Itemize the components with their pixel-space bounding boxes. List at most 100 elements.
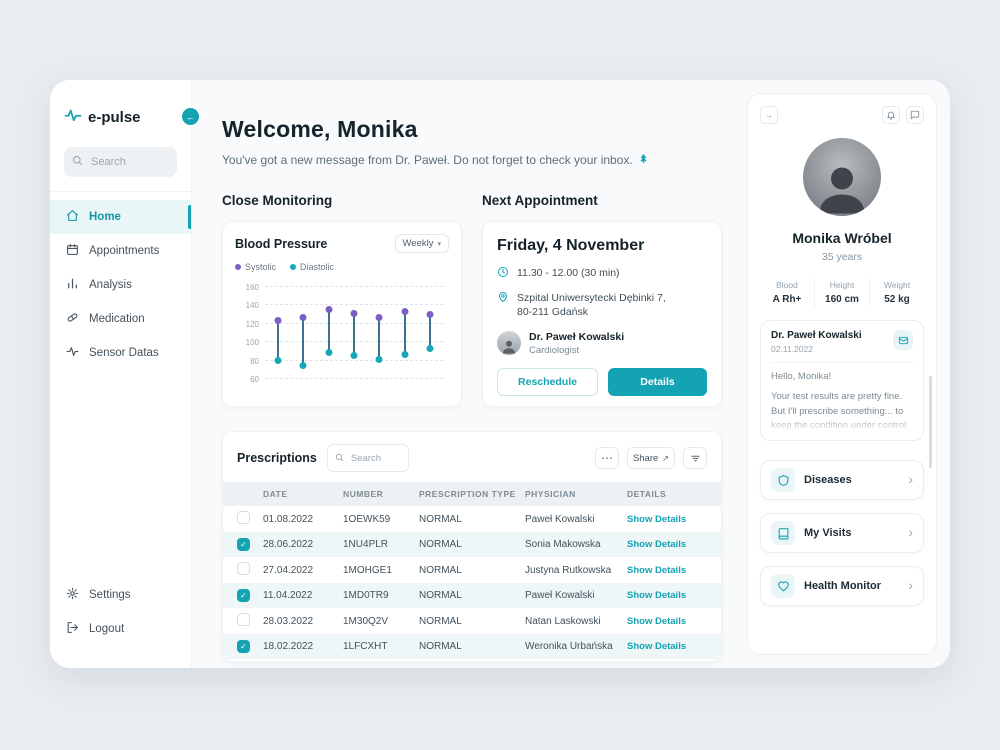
details-button[interactable]: Details <box>608 367 707 396</box>
search-icon <box>72 153 83 171</box>
prescriptions-search-input[interactable] <box>348 451 401 465</box>
cell-date: 01.08.2022 <box>263 513 314 525</box>
profile-avatar <box>803 138 881 216</box>
legend-systolic-label: Systolic <box>245 262 277 272</box>
sidebar-search-box <box>64 147 177 177</box>
table-row[interactable]: 11.04.2022 1MD0TR9 NORMAL Paweł Kowalski… <box>223 584 721 608</box>
cell-date: 18.02.2022 <box>263 641 314 652</box>
row-checkbox[interactable] <box>237 640 250 653</box>
table-row[interactable]: 28.03.2022 1M30Q2V NORMAL Natan Laskowsk… <box>223 608 721 635</box>
blood-pressure-chart: 160 140 120 100 80 60 <box>235 278 449 390</box>
show-details-link[interactable]: Show Details <box>627 513 687 525</box>
cell-physician: Sonia Makowska <box>525 539 601 550</box>
doctor-message-card[interactable]: Dr. Paweł Kowalski 02.11.2022 Hello, Mon… <box>760 320 924 441</box>
notification-button[interactable] <box>882 106 900 124</box>
row-checkbox[interactable] <box>237 562 250 575</box>
reschedule-button[interactable]: Reschedule <box>497 367 598 396</box>
message-doctor-name: Dr. Paweł Kowalski <box>771 330 862 341</box>
table-row[interactable]: 27.04.2022 1MOHGE1 NORMAL Justyna Rutkow… <box>223 557 721 584</box>
legend-systolic: Systolic <box>235 262 276 272</box>
col-physician: PHYSICIAN <box>525 489 576 499</box>
diseases-card[interactable]: Diseases <box>760 460 924 500</box>
show-details-link[interactable]: Show Details <box>627 564 687 576</box>
profile-links: Diseases My Visits Health Monitor <box>760 447 924 606</box>
systolic-dot <box>235 264 241 270</box>
search-input[interactable] <box>89 155 167 169</box>
message-line2: Your test results are pretty fine. But I… <box>771 391 909 431</box>
sidebar: e-pulse Home Appointments Analysis <box>50 80 201 668</box>
location-line1: Szpital Uniwersytecki Dębinki 7, <box>517 292 666 305</box>
location-line2: 80-211 Gdańsk <box>517 306 589 319</box>
col-prescription-type: PRESCRIPTION TYPE <box>419 489 516 499</box>
sidebar-item-analysis[interactable]: Analysis <box>50 268 191 302</box>
row-checkbox[interactable] <box>237 511 250 524</box>
message-body: Hello, Monika! Your test results are pre… <box>771 370 913 432</box>
cell-date: 28.03.2022 <box>263 615 314 627</box>
more-button[interactable] <box>594 447 619 469</box>
message-divider <box>771 362 913 363</box>
stat-weight: Weight 52 kg <box>869 278 924 307</box>
show-details-link[interactable]: Show Details <box>627 641 687 652</box>
sidebar-item-sensor-datas[interactable]: Sensor Datas <box>50 336 191 370</box>
bp-dumbbell <box>274 317 282 364</box>
collapse-sidebar-button[interactable] <box>180 106 201 127</box>
tree-icon <box>638 153 649 167</box>
prescriptions-search-box <box>326 444 409 472</box>
health-monitor-card[interactable]: Health Monitor <box>760 566 924 606</box>
scrollbar-thumb[interactable] <box>929 376 932 468</box>
sidebar-item-logout[interactable]: Logout <box>50 612 191 646</box>
message-date: 02.11.2022 <box>771 344 813 354</box>
doctor-avatar <box>497 331 521 356</box>
row-checkbox[interactable] <box>237 613 250 626</box>
sidebar-item-home[interactable]: Home <box>50 200 191 234</box>
cell-physician: Paweł Kowalski <box>525 513 595 525</box>
stat-label: Weight <box>883 280 911 290</box>
envelope-icon[interactable] <box>893 330 913 350</box>
link-label: My Visits <box>804 527 852 539</box>
col-number: NUMBER <box>343 489 384 499</box>
row-checkbox[interactable] <box>237 589 250 602</box>
home-icon <box>66 209 79 225</box>
table-row[interactable]: 01.08.2022 1OEWK59 NORMAL Paweł Kowalski… <box>223 506 721 533</box>
page-title: Welcome, Monika <box>222 116 418 142</box>
heart-icon <box>771 574 795 598</box>
welcome-subtitle-text: You've got a new message from Dr. Paweł.… <box>222 153 633 167</box>
appointment-location-row: Szpital Uniwersytecki Dębinki 7, 80-211 G… <box>497 291 707 319</box>
show-details-link[interactable]: Show Details <box>627 539 687 550</box>
app-window: e-pulse Home Appointments Analysis <box>50 80 950 668</box>
filter-button[interactable] <box>683 447 707 469</box>
cell-number: 1MD0TR9 <box>343 590 389 601</box>
cell-number: 1OEWK59 <box>343 513 391 525</box>
bp-dumbbell <box>426 311 434 353</box>
stat-label: Blood <box>776 280 798 290</box>
shield-icon <box>771 468 795 492</box>
cell-date: 11.04.2022 <box>263 590 313 601</box>
row-checkbox[interactable] <box>237 538 250 551</box>
show-details-link[interactable]: Show Details <box>627 590 687 601</box>
location-pin-icon <box>497 291 509 307</box>
col-date: DATE <box>263 489 288 499</box>
my-visits-card[interactable]: My Visits <box>760 513 924 553</box>
sidebar-item-settings[interactable]: Settings <box>50 578 191 612</box>
show-details-link[interactable]: Show Details <box>627 615 687 627</box>
share-button[interactable]: Share <box>626 447 675 469</box>
expand-panel-button[interactable] <box>760 106 778 124</box>
stat-value: 52 kg <box>884 294 910 305</box>
table-row[interactable]: 18.02.2022 1LFCXHT NORMAL Weronika Urbań… <box>223 635 721 659</box>
messages-button[interactable] <box>906 106 924 124</box>
sidebar-footer: Settings Logout <box>50 578 191 646</box>
period-dropdown[interactable]: Weekly <box>394 234 449 253</box>
profile-age: 35 years <box>821 251 863 263</box>
appointment-card: Friday, 4 November 11.30 - 12.00 (30 min… <box>482 221 722 407</box>
appointment-date: Friday, 4 November <box>497 237 645 254</box>
legend-diastolic: Diastolic <box>290 262 334 272</box>
sidebar-item-medication[interactable]: Medication <box>50 302 191 336</box>
table-row[interactable]: 28.06.2022 1NU4PLR NORMAL Sonia Makowska… <box>223 533 721 557</box>
cell-number: 1MOHGE1 <box>343 564 392 576</box>
cell-number: 1NU4PLR <box>343 539 389 550</box>
appointment-time: 11.30 - 12.00 (30 min) <box>517 267 620 279</box>
sidebar-item-label: Medication <box>89 313 145 325</box>
logo: e-pulse <box>64 106 177 129</box>
sidebar-item-label: Logout <box>89 623 125 635</box>
sidebar-item-appointments[interactable]: Appointments <box>50 234 191 268</box>
